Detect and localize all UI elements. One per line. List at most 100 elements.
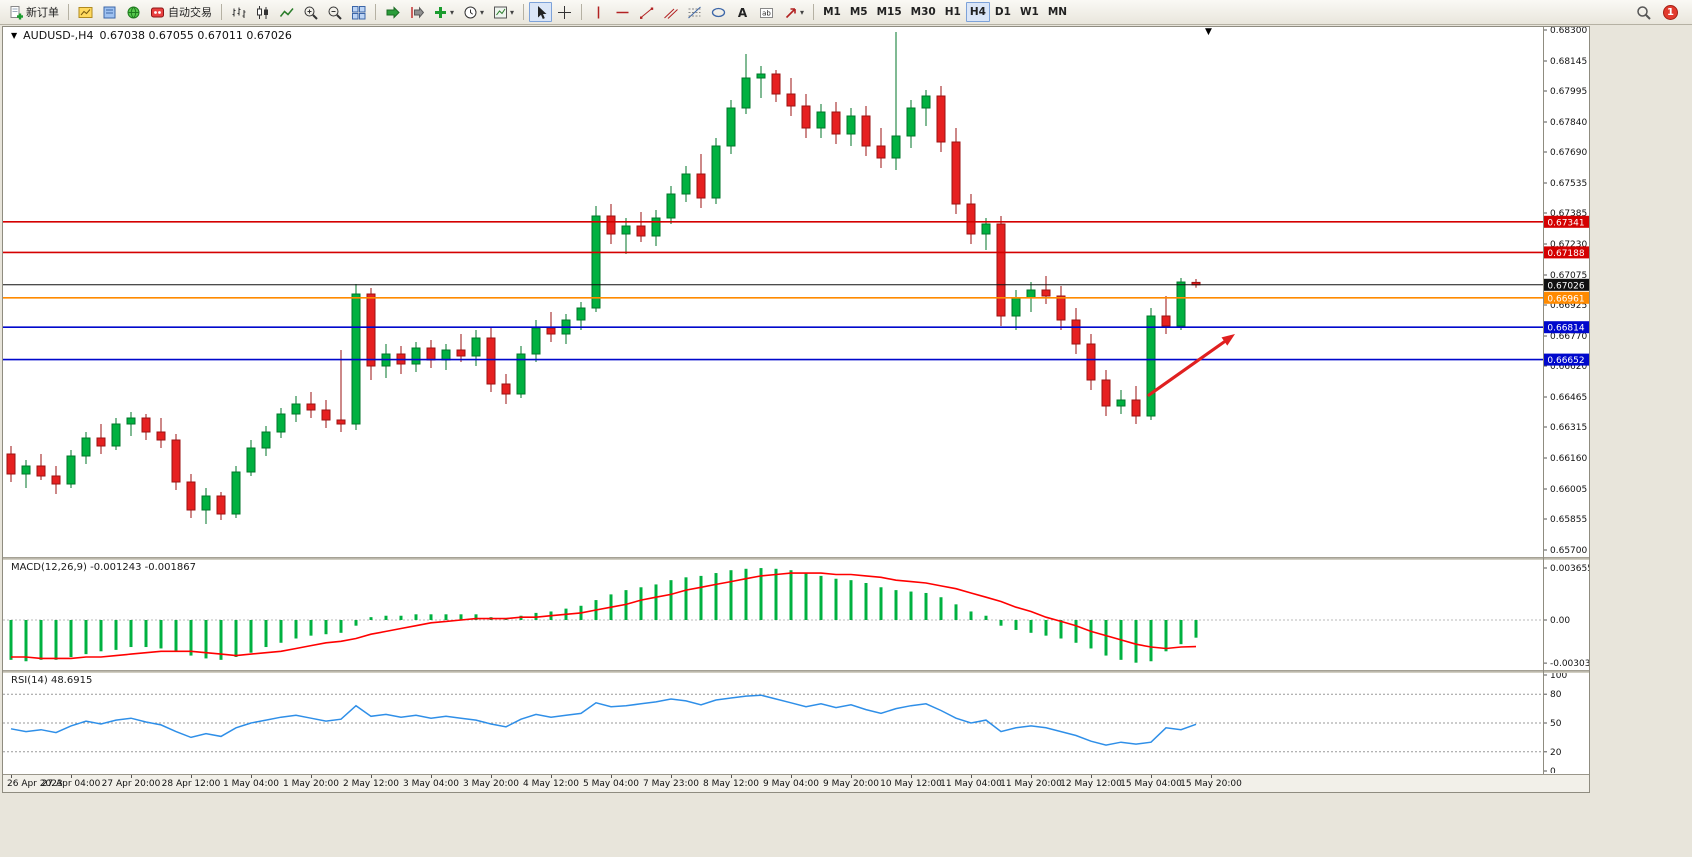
autoscroll-icon (386, 5, 400, 19)
trendline-button[interactable] (635, 2, 658, 22)
candle-body (96, 437, 106, 447)
time-axis-label: 9 May 04:00 (763, 779, 819, 789)
tile-windows-button[interactable] (347, 2, 370, 22)
macd-indicator-panel[interactable]: 0.003655 0.00 -0.00303 (3, 560, 1589, 670)
price-axis-label: 0.66005 (1550, 485, 1587, 495)
candle-body (1086, 343, 1096, 381)
candles-layer (6, 32, 1201, 524)
time-axis-label: 7 May 23:00 (643, 779, 699, 789)
chart-shift-button[interactable] (405, 2, 428, 22)
templates-button[interactable]: ▾ (489, 2, 518, 22)
timeframe-m30-button[interactable]: M30 (910, 6, 936, 18)
macd-signal-line (11, 572, 1197, 660)
trend-icon (640, 7, 654, 19)
timeframe-mn-button[interactable]: MN (1047, 6, 1068, 18)
periods-button[interactable]: ▾ (459, 2, 488, 22)
price-axis-label: 0.67230 (1550, 240, 1587, 250)
vertical-line-button[interactable] (587, 2, 610, 22)
candlestick-chart-button[interactable] (251, 2, 274, 22)
fibonacci-button[interactable] (683, 2, 706, 22)
timeframe-h1-button[interactable]: H1 (944, 6, 961, 18)
time-axis-tick (611, 775, 612, 778)
charts-profile-button[interactable] (74, 2, 97, 22)
candle-body (36, 465, 46, 477)
candles-icon (257, 5, 268, 19)
candle-body (636, 225, 646, 237)
zoom-in-button[interactable] (299, 2, 322, 22)
data-window-button[interactable] (122, 2, 145, 22)
crosshair-button[interactable] (553, 2, 576, 22)
candle-body (1071, 319, 1081, 345)
macd-axis-label: -0.00303 (1550, 659, 1589, 669)
rsi-axis-label: 0 (1550, 767, 1556, 773)
timeframe-w1-button[interactable]: W1 (1019, 6, 1039, 18)
candle-body (816, 111, 826, 129)
price-axis-label: 0.67840 (1550, 118, 1587, 128)
candle-body (921, 95, 931, 109)
panel-separator[interactable] (3, 557, 1589, 560)
time-axis-tick (311, 775, 312, 778)
one-click-trading-collapse-icon[interactable]: ▼ (11, 31, 18, 40)
text-button[interactable]: A (731, 2, 754, 22)
candle-body (456, 349, 466, 357)
indicators-button[interactable]: ▾ (429, 2, 458, 22)
horizontal-line-button[interactable] (611, 2, 634, 22)
chart-title: ▼ AUDUSD-,H4 0.67038 0.67055 0.67011 0.6… (8, 29, 295, 42)
notification-badge[interactable]: 1 (1663, 4, 1678, 20)
trend-arrow-head[interactable] (1221, 334, 1236, 346)
time-axis-tick (731, 775, 732, 778)
line-chart-button[interactable] (275, 2, 298, 22)
candle-body (966, 203, 976, 235)
price-line-label-box (1544, 215, 1589, 228)
time-axis-tick (11, 775, 12, 778)
text-label-button[interactable]: ab (755, 2, 778, 22)
candle-body (591, 215, 601, 309)
candle-body (51, 475, 61, 485)
toolbar-separator (581, 4, 583, 20)
candle-body (981, 223, 991, 235)
candle-body (486, 337, 496, 385)
auto-scroll-button[interactable] (381, 2, 404, 22)
arrow-tool-icon (785, 7, 796, 18)
candle-body (1056, 295, 1066, 321)
chart-shift-marker-icon[interactable]: ▼ (1205, 27, 1212, 37)
price-axis-label: 0.66315 (1550, 423, 1587, 433)
panel-separator[interactable] (3, 670, 1589, 673)
ellipse-button[interactable] (707, 2, 730, 22)
trend-arrow-object[interactable] (1147, 340, 1226, 397)
plus-green-icon (435, 6, 446, 18)
bar-chart-button[interactable] (227, 2, 250, 22)
timeframe-m5-button[interactable]: M5 (849, 6, 868, 18)
candle-body (366, 293, 376, 367)
candle-body (936, 95, 946, 143)
time-axis-label: 3 May 20:00 (463, 779, 519, 789)
candle-body (471, 337, 481, 357)
cursor-button[interactable] (529, 2, 553, 22)
macd-indicator-label: MACD(12,26,9) -0.001243 -0.001867 (9, 562, 198, 573)
candle-body (336, 419, 346, 425)
market-watch-button[interactable] (98, 2, 121, 22)
candle-body (246, 447, 256, 473)
rsi-indicator-label: RSI(14) 48.6915 (9, 675, 95, 686)
timeframe-d1-button[interactable]: D1 (994, 6, 1011, 18)
bars-icon (232, 7, 246, 18)
new-order-button[interactable]: 新订单 (4, 2, 63, 22)
toolbar-separator (523, 4, 525, 20)
gold-chart-icon (78, 6, 93, 18)
price-axis-label: 0.66465 (1550, 393, 1587, 403)
chart-window: ▼ AUDUSD-,H4 0.67038 0.67055 0.67011 0.6… (2, 26, 1590, 793)
channel-button[interactable] (659, 2, 682, 22)
candle-body (1176, 281, 1186, 327)
time-axis-tick (971, 775, 972, 778)
timeframe-m1-button[interactable]: M1 (823, 6, 841, 18)
timeframe-m15-button[interactable]: M15 (876, 6, 902, 18)
candle-body (576, 307, 586, 321)
rsi-indicator-panel[interactable]: 100 80 50 20 0 (3, 673, 1589, 773)
horizontal-scrollbar-track[interactable] (0, 840, 1692, 857)
price-chart-panel[interactable]: 0.68300 0.68145 0.67995 0.67840 0.67690 0.675… (3, 27, 1589, 557)
timeframe-h4-button[interactable]: H4 (965, 2, 990, 22)
zoom-out-button[interactable] (323, 2, 346, 22)
search-button[interactable] (1632, 2, 1655, 22)
auto-trading-button[interactable]: 自动交易 (146, 2, 216, 22)
arrows-button[interactable]: ▾ (779, 2, 808, 22)
